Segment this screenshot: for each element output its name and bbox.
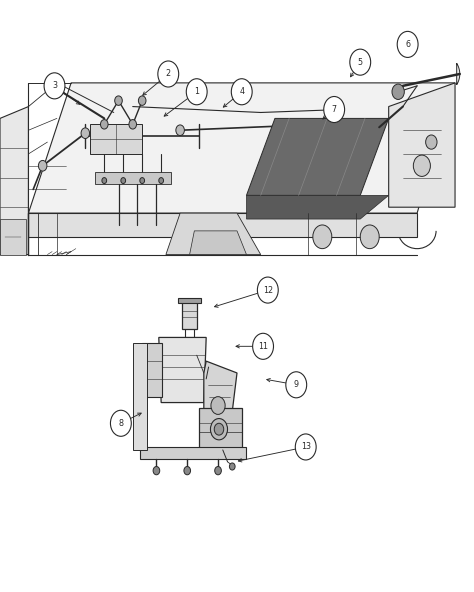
Text: 3: 3 <box>52 81 57 91</box>
Circle shape <box>138 96 146 105</box>
Text: 4: 4 <box>239 87 244 96</box>
Circle shape <box>286 372 307 398</box>
Circle shape <box>426 135 437 149</box>
Text: 7: 7 <box>332 105 337 114</box>
Circle shape <box>324 96 345 123</box>
Polygon shape <box>456 63 460 85</box>
Polygon shape <box>159 337 206 403</box>
Circle shape <box>38 160 47 171</box>
Circle shape <box>115 96 122 105</box>
Circle shape <box>81 128 90 139</box>
Polygon shape <box>199 408 242 450</box>
Circle shape <box>129 120 137 129</box>
Polygon shape <box>28 83 455 213</box>
Circle shape <box>295 434 316 460</box>
Circle shape <box>153 466 160 475</box>
Polygon shape <box>133 343 147 450</box>
Polygon shape <box>0 219 26 255</box>
Circle shape <box>210 419 228 440</box>
Polygon shape <box>28 213 417 237</box>
Circle shape <box>350 49 371 75</box>
Circle shape <box>392 84 404 99</box>
Circle shape <box>158 61 179 87</box>
Polygon shape <box>246 195 389 219</box>
Polygon shape <box>204 361 237 411</box>
Polygon shape <box>182 302 197 329</box>
Circle shape <box>110 410 131 436</box>
Polygon shape <box>140 447 246 459</box>
Polygon shape <box>190 231 246 255</box>
Circle shape <box>100 120 108 129</box>
Circle shape <box>360 225 379 249</box>
Text: 5: 5 <box>358 57 363 67</box>
Text: 8: 8 <box>118 419 123 428</box>
Circle shape <box>215 466 221 475</box>
Circle shape <box>214 423 224 435</box>
Text: 12: 12 <box>263 285 273 295</box>
Polygon shape <box>90 124 142 154</box>
Circle shape <box>413 155 430 176</box>
Polygon shape <box>246 118 389 195</box>
Circle shape <box>397 31 418 57</box>
Polygon shape <box>95 172 171 184</box>
Circle shape <box>176 125 184 136</box>
Text: 1: 1 <box>194 87 199 96</box>
Circle shape <box>253 333 273 359</box>
Polygon shape <box>142 343 162 397</box>
Text: 11: 11 <box>258 342 268 351</box>
Circle shape <box>211 397 225 414</box>
Text: 9: 9 <box>294 380 299 390</box>
Polygon shape <box>178 298 201 303</box>
Circle shape <box>257 277 278 303</box>
Circle shape <box>229 463 235 470</box>
Polygon shape <box>389 83 455 207</box>
Polygon shape <box>166 213 261 255</box>
Circle shape <box>231 79 252 105</box>
Circle shape <box>121 178 126 184</box>
Polygon shape <box>0 107 28 255</box>
Text: 6: 6 <box>405 40 410 49</box>
Circle shape <box>159 178 164 184</box>
Circle shape <box>102 178 107 184</box>
Circle shape <box>186 79 207 105</box>
Circle shape <box>184 466 191 475</box>
Circle shape <box>313 225 332 249</box>
Text: 2: 2 <box>166 69 171 79</box>
Circle shape <box>140 178 145 184</box>
Circle shape <box>44 73 65 99</box>
Text: 13: 13 <box>301 442 311 452</box>
